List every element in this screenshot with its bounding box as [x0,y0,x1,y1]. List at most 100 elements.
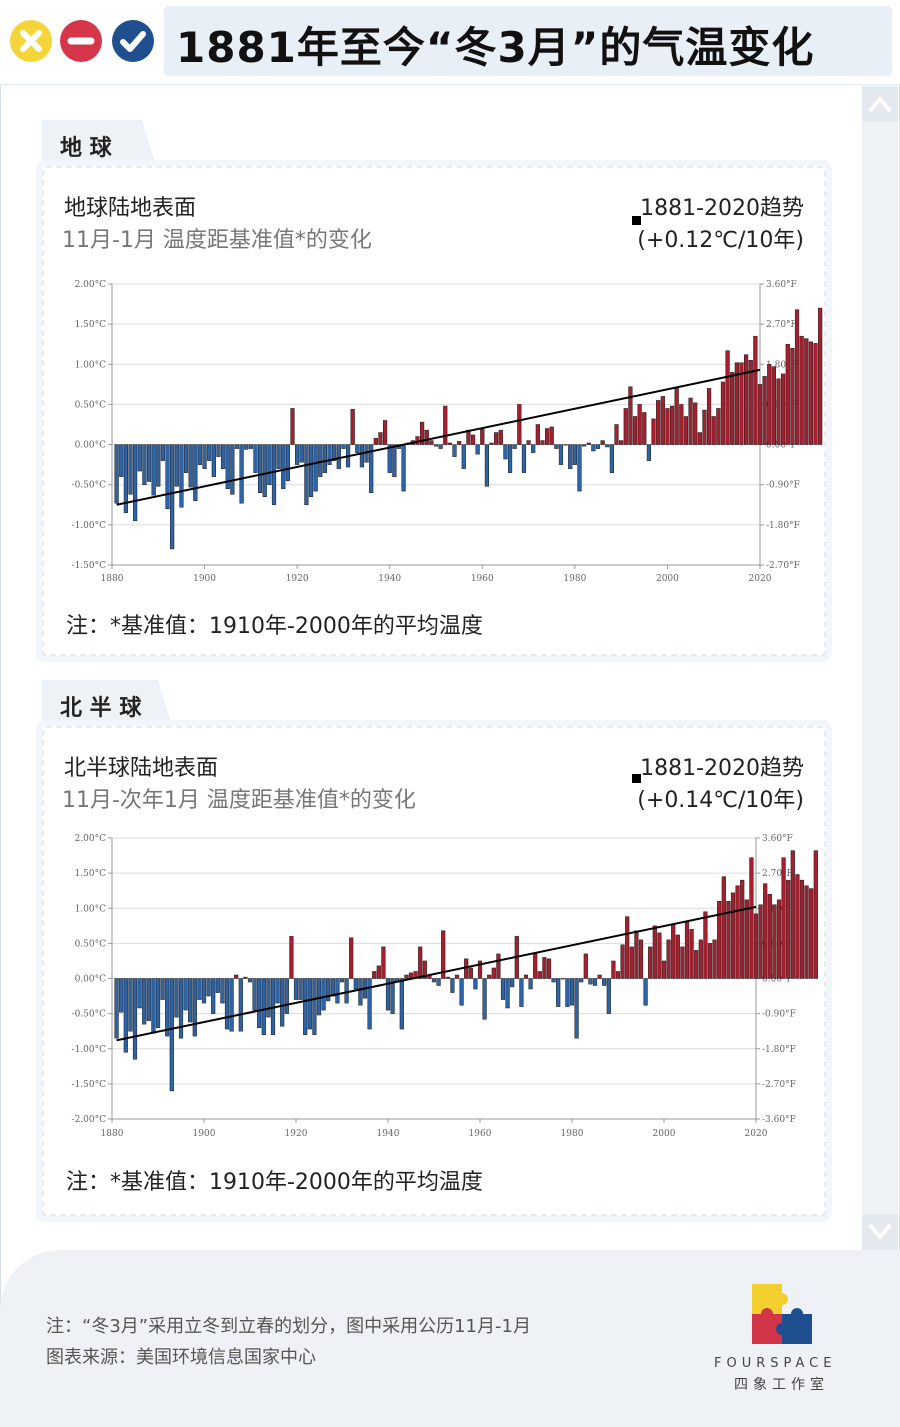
bar-1904 [220,978,225,1004]
bar-2012 [720,381,726,445]
bar-1967 [512,444,517,449]
bar-1974 [544,428,550,445]
bar-2033 [813,850,818,979]
close-button[interactable] [10,20,52,62]
bar-1914 [266,978,271,1018]
confirm-button[interactable] [112,20,154,62]
bar-1936 [369,444,374,493]
bar-1986 [600,440,605,445]
bar-1928 [332,444,337,461]
bar-1889 [151,444,156,496]
minimize-button[interactable] [60,20,102,62]
bar-1926 [322,444,328,473]
bar-2002 [674,388,679,445]
bar-1987 [605,444,610,448]
bar-1896 [183,978,188,1011]
bar-1984 [588,978,593,985]
bar-2002 [671,923,676,979]
bar-2032 [813,343,818,445]
bar-1932 [349,937,354,979]
bar-1908 [238,978,243,1032]
bar-1940 [385,978,391,1011]
y-tick-label-right: -0.90°F [766,481,800,491]
bar-1883 [123,444,128,514]
chart-subtitle: 11月-1月 温度距基准值*的变化 [62,228,372,253]
trend-line [116,368,761,506]
x-tick-label: 1880 [101,574,124,584]
bar-1898 [192,978,197,1037]
bar-2018 [748,360,753,445]
bar-1972 [533,953,538,979]
bar-1897 [188,978,193,1023]
bar-1999 [657,932,662,979]
bar-2019 [753,335,758,445]
bar-1970 [526,440,531,445]
bar-1937 [372,971,377,979]
bar-1963 [491,967,496,979]
bar-1976 [551,978,556,983]
bar-2011 [716,408,721,445]
bar-1933 [355,444,360,453]
bar-1927 [327,444,332,465]
y-tick-label-left: 1.50°C [75,320,107,330]
scroll-down-button[interactable] [862,1214,898,1250]
page-title: 1881年至今“冬3月”的气温变化 [176,23,815,72]
bar-1963 [494,432,499,445]
bar-1972 [535,424,540,445]
y-tick-label-left: 0.50°C [75,400,107,410]
section-tab-earth: 地 球 [42,120,156,166]
bar-1977 [556,978,561,1007]
bar-1973 [537,971,542,979]
bar-1920 [293,978,299,1000]
bar-1910 [247,978,253,983]
section-tab-label: 北 半 球 [60,696,142,721]
bar-1925 [318,444,323,477]
bar-1924 [313,444,318,492]
bar-1921 [298,978,303,1000]
bar-2004 [683,416,689,445]
y-tick-label-right: -1.80°F [766,521,800,531]
x-tick-label: 1940 [378,574,401,584]
bar-1962 [487,974,492,979]
footer-note: 注：“冬3月”采用立冬到立春的划分，图中采用公历11月-1月 [46,1316,531,1337]
scrollbar-track[interactable] [862,86,898,1250]
trend-value: (+0.12℃/10年) [637,228,804,253]
bar-1996 [643,978,648,1006]
bar-1897 [188,444,193,488]
fourspace-logo-icon [752,1284,812,1344]
check-icon [112,20,154,62]
x-tick-label: 2020 [749,574,772,584]
bar-2030 [799,879,805,979]
bar-1912 [258,444,263,493]
bar-1956 [461,444,466,469]
bar-2029 [795,874,800,979]
bar-1947 [418,946,423,979]
x-tick-label: 1900 [193,1129,216,1139]
bar-2008 [698,939,703,979]
chart-title: 地球陆地表面 [64,196,197,221]
scroll-up-button[interactable] [862,86,898,122]
bar-1956 [459,978,464,1006]
y-tick-label-right: 0.00°F [762,975,793,985]
bar-1891 [160,978,165,1000]
section-tab-northern-hemisphere: 北 半 球 [42,680,172,726]
bar-1991 [620,944,625,979]
bar-1882 [119,978,124,1013]
footer-source: 图表来源：美国环境信息国家中心 [46,1347,316,1368]
bar-1991 [623,408,628,445]
bar-2029 [799,335,804,445]
section-tab-label: 地 球 [60,136,112,161]
bar-1981 [574,978,579,1039]
bar-1909 [244,444,249,450]
bar-1888 [146,444,152,482]
bar-2009 [706,388,712,445]
bar-1974 [542,957,547,979]
bar-1886 [137,444,142,472]
bar-1907 [234,974,239,979]
y-tick-label-left: -0.50°C [72,481,107,491]
bar-1993 [632,416,638,445]
chevron-down-icon [868,1223,892,1241]
bar-1978 [563,444,568,446]
chart-panel-northern-hemisphere: 北半球陆地表面 11月-次年1月 温度距基准值*的变化 1881-2020趋势 … [42,726,826,1216]
bar-1948 [424,429,429,445]
